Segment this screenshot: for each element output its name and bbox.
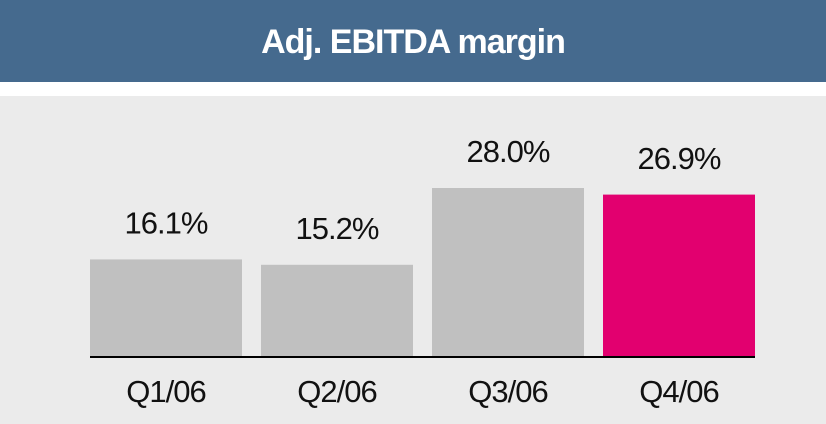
- value-label: 15.2%: [296, 211, 379, 246]
- bar: [603, 194, 755, 356]
- value-label: 28.0%: [467, 134, 550, 169]
- chart-title: Adj. EBITDA margin: [261, 23, 565, 61]
- x-tick-label: Q1/06: [126, 374, 205, 409]
- bar: [90, 259, 242, 356]
- bar: [432, 188, 584, 356]
- x-tick-label: Q3/06: [468, 374, 547, 409]
- x-tick-label: Q2/06: [297, 374, 376, 409]
- value-label: 26.9%: [638, 141, 721, 176]
- x-tick-label: Q4/06: [639, 374, 718, 409]
- value-label: 16.1%: [125, 206, 208, 241]
- header-bar: [0, 0, 826, 82]
- bar: [261, 264, 413, 356]
